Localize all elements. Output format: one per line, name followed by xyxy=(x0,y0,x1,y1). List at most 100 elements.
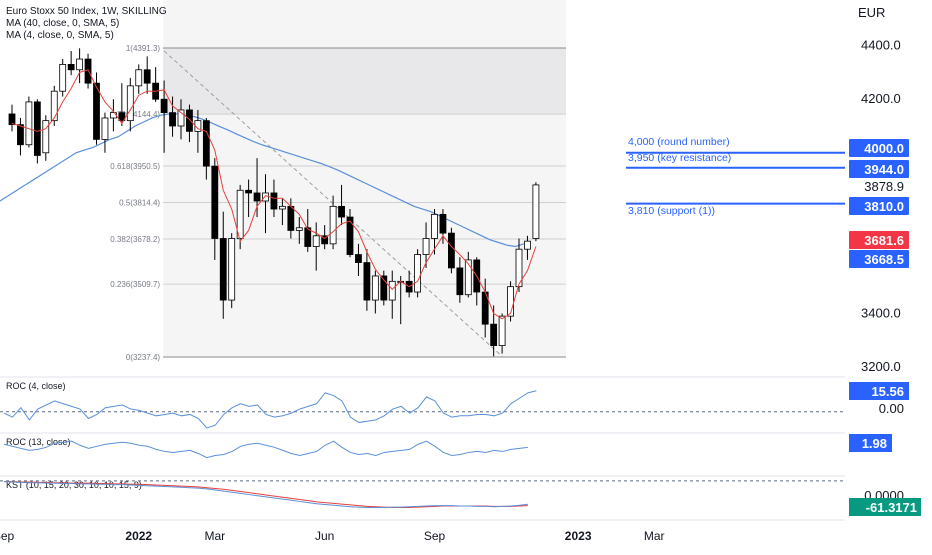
candle-body xyxy=(346,216,354,255)
price-tick-label: 4200.0 xyxy=(861,91,901,106)
candle-body xyxy=(515,248,523,288)
candle-body xyxy=(101,117,109,140)
price-tick-label: 3200.0 xyxy=(861,359,901,374)
candle-body xyxy=(414,254,422,293)
badge-3810: 3810.0 xyxy=(864,199,904,214)
fib-level-label: 0.786(4144.4) xyxy=(110,110,160,119)
candle-body xyxy=(8,113,16,126)
badge-blue-bg xyxy=(849,250,909,268)
candle-body xyxy=(388,280,396,301)
indicator-pane: ROC (13, close) 1.98 xyxy=(3,434,892,459)
kst-line xyxy=(3,481,528,509)
badge-last-price: 3878.9 xyxy=(864,179,904,194)
candle-body xyxy=(93,82,100,140)
candle-body xyxy=(202,120,210,167)
time-tick-label: Mar xyxy=(204,529,225,543)
badge-3810-bg xyxy=(849,197,909,215)
fib-level-label: 1(4391.3) xyxy=(126,44,161,53)
time-axis: Sep 2022 Mar Jun Sep 2023 Mar xyxy=(0,529,665,543)
price-tick-label: 4400.0 xyxy=(861,38,901,53)
indicator-pane: KST (10, 15, 20, 30, 10, 10, 15, 9)0.000… xyxy=(0,480,921,516)
badge-4000-bg xyxy=(849,139,909,157)
candle-body xyxy=(464,259,472,296)
candle-body xyxy=(33,101,41,156)
candle-body xyxy=(118,112,126,122)
badge-3944-bg xyxy=(849,160,909,178)
ma4-line xyxy=(11,69,537,320)
candle-body xyxy=(456,267,464,296)
candle-body xyxy=(363,262,371,301)
candle-body xyxy=(59,64,67,92)
roc4-zero-label: 0.00 xyxy=(879,401,904,416)
candle-body xyxy=(67,64,75,71)
chart-title: Euro Stoxx 50 Index, 1W, SKILLING xyxy=(6,6,167,17)
candle-body xyxy=(42,120,50,154)
support-resistance-label: 4,000 (round number) xyxy=(628,136,730,148)
candle-body xyxy=(422,238,430,255)
candle-body xyxy=(270,192,278,210)
kst-signal-line xyxy=(4,481,528,509)
indicator-pane: ROC (4, close) 15.56 0.00 xyxy=(0,381,909,429)
candle-body xyxy=(498,315,506,346)
candle-body xyxy=(76,58,83,71)
kst-badge-bg xyxy=(849,498,921,516)
candle-body xyxy=(431,213,438,239)
currency-label: EUR xyxy=(858,5,886,20)
roc4-badge-bg xyxy=(849,382,909,400)
candle-body xyxy=(439,213,447,234)
candle-body xyxy=(338,205,345,218)
candle-body xyxy=(371,275,379,301)
candle-body xyxy=(524,240,531,250)
candle-body xyxy=(312,235,320,247)
roc13-line xyxy=(3,440,528,459)
badge-red: 3681.6 xyxy=(864,233,904,248)
candle-body xyxy=(186,109,193,132)
price-tick-label: 3400.0 xyxy=(861,305,901,320)
candle-body xyxy=(287,205,295,231)
fib-level-label: 0(3237.4) xyxy=(126,353,161,362)
candle-body xyxy=(329,205,337,245)
indicator-title: KST (10, 15, 20, 30, 10, 10, 15, 9) xyxy=(6,480,142,490)
ma40-legend: MA (40, close, 0, SMA, 5) xyxy=(6,18,120,29)
candle-body xyxy=(245,189,253,194)
fib-level-label: 0.236(3509.7) xyxy=(110,280,160,289)
candle-body xyxy=(447,232,455,269)
candle-body xyxy=(253,192,261,202)
time-tick-label: 2022 xyxy=(125,529,152,543)
roc4-line xyxy=(3,390,537,429)
indicator-title: ROC (4, close) xyxy=(6,381,66,391)
candle-body xyxy=(532,184,540,239)
kst-last-value: -61.3171 xyxy=(866,500,917,515)
candle-body xyxy=(490,323,498,346)
candle-body xyxy=(177,109,185,127)
candle-body xyxy=(236,189,244,239)
candle-body xyxy=(25,101,33,146)
candle-body xyxy=(262,192,269,202)
fib-level-label: 0.382(3678.2) xyxy=(110,235,160,244)
indicator-title: ROC (13, close) xyxy=(6,437,71,447)
candle-body xyxy=(380,275,388,301)
time-tick-label: 2023 xyxy=(565,529,592,543)
candle-body xyxy=(295,227,303,231)
time-tick-label: Sep xyxy=(0,529,15,543)
fib-band xyxy=(163,48,566,115)
candle-body xyxy=(126,85,134,122)
candle-body xyxy=(143,69,151,84)
support-resistance-label: 3,810 (support (1)) xyxy=(628,205,715,217)
candle-body xyxy=(50,90,58,122)
fib-level-label: 0.5(3814.4) xyxy=(119,198,160,207)
badge-4000: 4000.0 xyxy=(864,141,904,156)
time-tick-label: Jun xyxy=(315,529,334,543)
candle-body xyxy=(321,235,329,245)
badge-blue: 3668.5 xyxy=(864,252,904,267)
candle-body xyxy=(219,238,227,301)
badge-red-bg xyxy=(849,231,909,249)
candle-body xyxy=(304,227,312,247)
time-tick-label: Sep xyxy=(424,529,446,543)
badge-3944: 3944.0 xyxy=(864,162,904,177)
support-resistance-label: 3,950 (key resistance) xyxy=(628,152,731,164)
roc13-badge-bg xyxy=(849,434,892,452)
candle-body xyxy=(84,58,92,84)
